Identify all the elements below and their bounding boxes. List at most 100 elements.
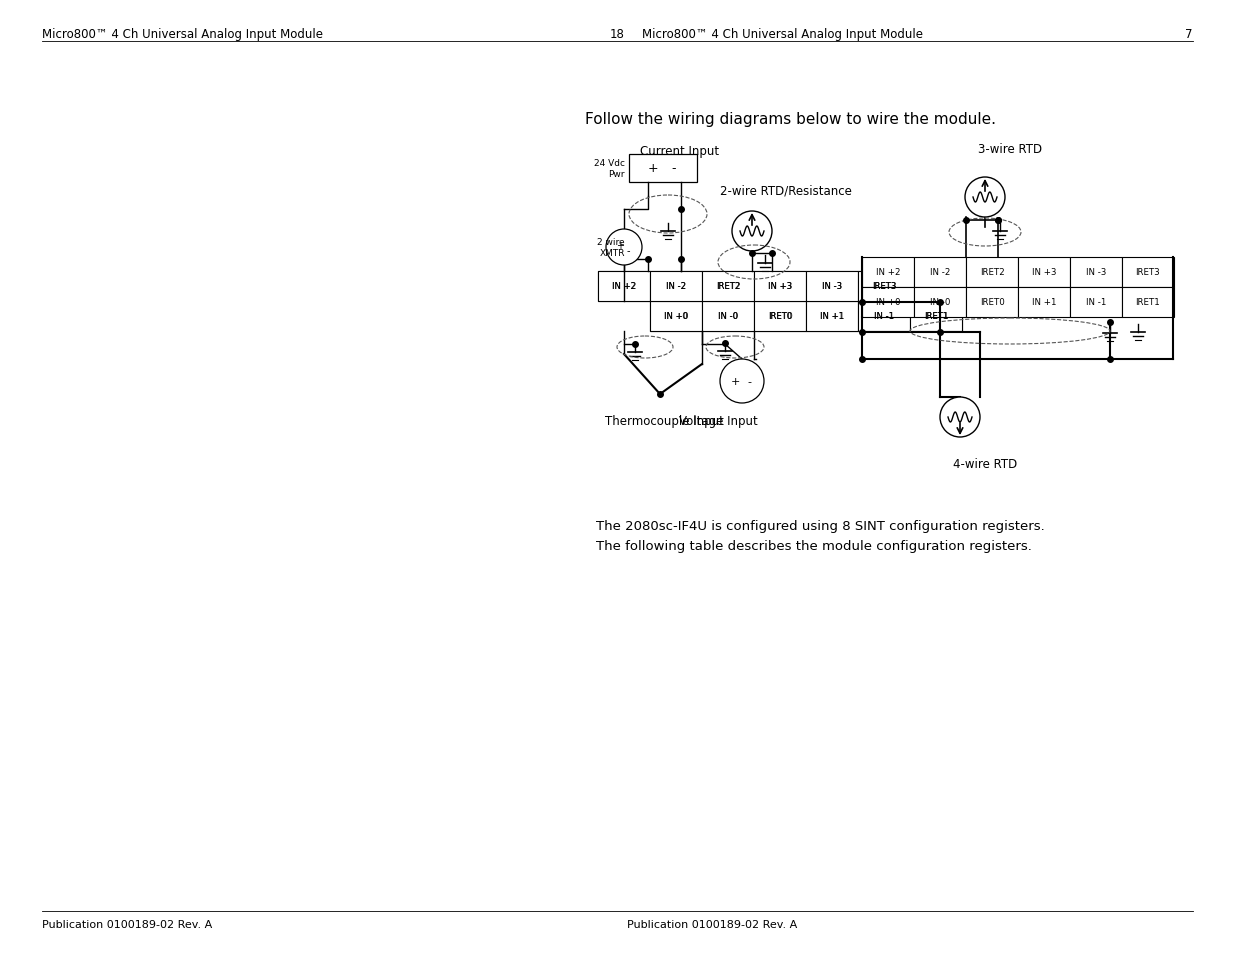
Bar (755, 272, 806, 302)
Bar (1123, 288, 1174, 317)
Text: +: + (647, 162, 658, 175)
Bar (858, 272, 910, 302)
Bar (701, 272, 755, 302)
Text: -: - (747, 376, 751, 387)
Bar (598, 272, 650, 302)
Text: IN -0: IN -0 (930, 298, 950, 307)
Text: +: + (616, 241, 624, 251)
Bar (806, 302, 858, 332)
Text: IRET1: IRET1 (924, 313, 948, 321)
Text: IN -1: IN -1 (874, 313, 894, 321)
Circle shape (720, 359, 764, 403)
Bar (966, 288, 1018, 317)
Bar (755, 302, 806, 332)
Circle shape (606, 230, 642, 266)
Text: Micro800™ 4 Ch Universal Analog Input Module: Micro800™ 4 Ch Universal Analog Input Mo… (642, 28, 923, 41)
Text: Follow the wiring diagrams below to wire the module.: Follow the wiring diagrams below to wire… (584, 112, 995, 127)
Text: Publication 0100189-02 Rev. A: Publication 0100189-02 Rev. A (42, 919, 212, 929)
Text: IN +1: IN +1 (1031, 298, 1056, 307)
Text: IN -3: IN -3 (1086, 268, 1107, 277)
Text: Voltage Input: Voltage Input (678, 415, 757, 428)
Bar (966, 257, 1018, 288)
Text: Publication 0100189-02 Rev. A: Publication 0100189-02 Rev. A (627, 919, 798, 929)
Bar (650, 302, 701, 332)
Bar (755, 272, 806, 302)
Text: -: - (626, 246, 630, 255)
Bar (862, 288, 914, 317)
Text: IRET2: IRET2 (979, 268, 1004, 277)
Bar (580, 265, 981, 345)
Text: IRET3: IRET3 (1136, 268, 1161, 277)
Text: The following table describes the module configuration registers.: The following table describes the module… (597, 539, 1032, 553)
Bar (701, 302, 755, 332)
Bar (1018, 257, 1070, 288)
Bar (1018, 288, 1070, 317)
Bar (1070, 257, 1123, 288)
Bar (755, 302, 806, 332)
Bar (806, 272, 858, 302)
Text: IN +2: IN +2 (613, 282, 636, 292)
Bar (910, 302, 962, 332)
Bar (598, 272, 650, 302)
Text: IN +0: IN +0 (664, 313, 688, 321)
Text: IRET0: IRET0 (768, 313, 792, 321)
Text: 2 wire
XMTR: 2 wire XMTR (598, 238, 625, 257)
Text: IRET1: IRET1 (924, 313, 948, 321)
Text: IN -2: IN -2 (930, 268, 950, 277)
Text: IN -0: IN -0 (718, 313, 739, 321)
Text: -: - (671, 162, 676, 175)
Circle shape (940, 397, 981, 437)
Text: IN +2: IN +2 (876, 268, 900, 277)
Bar (701, 302, 755, 332)
Bar (650, 302, 701, 332)
Text: IN -1: IN -1 (874, 313, 894, 321)
Text: IN -1: IN -1 (1086, 298, 1107, 307)
Text: IN +3: IN +3 (768, 282, 792, 292)
Text: 18: 18 (610, 28, 625, 41)
Text: IN +0: IN +0 (876, 298, 900, 307)
Bar (862, 257, 914, 288)
Text: IN +1: IN +1 (820, 313, 844, 321)
Text: IN -3: IN -3 (823, 282, 842, 292)
Bar (650, 272, 701, 302)
Bar (806, 272, 858, 302)
Text: IN -3: IN -3 (821, 282, 842, 292)
Bar (914, 288, 966, 317)
Text: IRET2: IRET2 (716, 282, 740, 292)
Text: IRET3: IRET3 (872, 282, 897, 292)
Text: IRET3: IRET3 (872, 282, 897, 292)
Text: IRET0: IRET0 (979, 298, 1004, 307)
Bar (914, 257, 966, 288)
Text: 24 Vdc
Pwr: 24 Vdc Pwr (594, 159, 625, 178)
Text: IRET2: IRET2 (715, 282, 740, 292)
Text: 3-wire RTD: 3-wire RTD (978, 143, 1042, 156)
Bar (1123, 257, 1174, 288)
Circle shape (732, 212, 772, 252)
Text: IN -0: IN -0 (718, 313, 737, 321)
Text: Current Input: Current Input (640, 145, 719, 158)
Text: +: + (730, 376, 740, 387)
Bar (650, 272, 701, 302)
Bar (806, 302, 858, 332)
Text: Thermocouple Input: Thermocouple Input (605, 415, 724, 428)
Bar (1070, 288, 1123, 317)
Text: IN +1: IN +1 (820, 313, 845, 321)
Text: IN +0: IN +0 (663, 313, 688, 321)
Text: IRET0: IRET0 (768, 313, 793, 321)
Bar (858, 272, 910, 302)
Bar (858, 302, 910, 332)
Text: IN +3: IN +3 (768, 282, 792, 292)
Text: The 2080sc-IF4U is configured using 8 SINT configuration registers.: The 2080sc-IF4U is configured using 8 SI… (597, 519, 1045, 533)
Text: IN -2: IN -2 (666, 282, 687, 292)
Text: 2-wire RTD/Resistance: 2-wire RTD/Resistance (720, 185, 852, 198)
Circle shape (965, 178, 1005, 218)
Text: IRET1: IRET1 (1136, 298, 1161, 307)
Text: Micro800™ 4 Ch Universal Analog Input Module: Micro800™ 4 Ch Universal Analog Input Mo… (42, 28, 324, 41)
Bar (629, 154, 697, 183)
Bar (701, 272, 755, 302)
Text: IN -2: IN -2 (666, 282, 685, 292)
Bar (858, 302, 910, 332)
Text: 4-wire RTD: 4-wire RTD (953, 457, 1018, 471)
Bar (910, 302, 962, 332)
Text: IN +2: IN +2 (611, 282, 636, 292)
